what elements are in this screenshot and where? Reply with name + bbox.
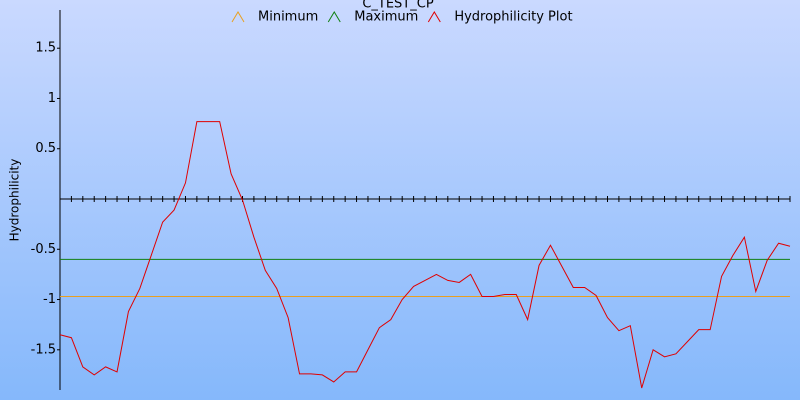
y-tick-label: -0.5 <box>31 242 56 257</box>
y-tick-label: 1 <box>48 91 56 106</box>
legend-icon <box>327 11 341 23</box>
legend-label: Hydrophilicity Plot <box>454 10 572 25</box>
data-line <box>59 121 791 389</box>
chart-title: C_TEST_CP <box>362 0 434 12</box>
y-tick-label: 0.5 <box>35 141 56 156</box>
legend-icon <box>231 11 245 23</box>
y-tick-label: 1.5 <box>35 41 56 56</box>
legend-icon <box>427 11 441 23</box>
y-axis-label: Hydrophilicity <box>8 159 22 242</box>
y-tick-label: -1.5 <box>31 342 56 357</box>
legend-label: Minimum <box>258 10 318 25</box>
y-tick-label: -1 <box>43 292 56 307</box>
legend-label: Maximum <box>354 10 418 25</box>
